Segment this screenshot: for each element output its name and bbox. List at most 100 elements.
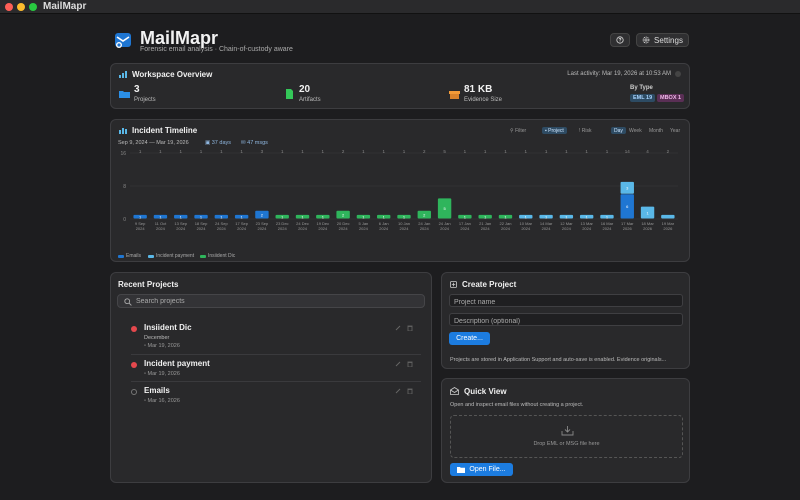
create-button[interactable]: Create...	[449, 332, 490, 345]
legend-swatch	[118, 254, 124, 258]
bar-segment	[397, 214, 411, 219]
x-tick-label: 2024	[440, 226, 450, 231]
last-activity: Last activity: Mar 19, 2026 at 10:53 AM	[567, 71, 671, 77]
bar-data-label: 1	[322, 214, 325, 219]
x-tick-label: 11 Oct	[155, 221, 167, 226]
column-total-label: 1	[464, 150, 467, 154]
description-field[interactable]	[449, 313, 683, 327]
project-row-insiident-dic[interactable]: Insiident Dic December ▫ Mar 19, 2026	[131, 323, 421, 353]
bar-segment	[579, 214, 594, 219]
pencil-icon[interactable]	[395, 388, 401, 394]
granularity-year[interactable]: Year	[667, 127, 683, 134]
granularity-month[interactable]: Month	[646, 127, 666, 134]
bar-data-label: 1	[484, 214, 487, 219]
bar-segment	[417, 210, 431, 219]
calendar-icon: ▫	[144, 343, 148, 349]
column-total-label: 2	[423, 150, 426, 154]
bar-segment	[498, 214, 513, 219]
x-tick-label: 2026	[623, 226, 633, 231]
bar-data-label: 1	[220, 214, 223, 219]
project-name: Incident payment	[144, 359, 210, 368]
column-total-label: 1	[382, 150, 385, 154]
bar-segment	[174, 214, 188, 219]
search-field[interactable]	[117, 294, 425, 308]
bar-segment	[275, 214, 289, 219]
trash-icon[interactable]	[407, 361, 413, 367]
project-date: ▫ Mar 19, 2026	[144, 371, 180, 377]
segment-project[interactable]: ▪ Project	[542, 127, 567, 134]
bar-segment	[519, 214, 533, 219]
bar-segment	[336, 210, 350, 219]
plus-square-icon	[450, 281, 457, 288]
stat-value: 3	[134, 84, 140, 95]
trash-icon[interactable]	[407, 388, 413, 394]
help-button[interactable]	[610, 33, 630, 47]
bar-segment	[295, 214, 310, 219]
column-total-label: 1	[240, 150, 243, 154]
bar-data-label: 1	[646, 210, 649, 215]
bar-data-label: 2	[423, 212, 426, 217]
x-tick-label: 17 Sep	[235, 221, 248, 226]
settings-button[interactable]: Settings	[636, 33, 689, 47]
workspace-overview-panel: Workspace Overview Last activity: Mar 19…	[110, 63, 690, 109]
project-row-incident-payment[interactable]: Incident payment ▫ Mar 19, 2026	[131, 359, 421, 383]
project-name-field[interactable]	[449, 294, 683, 308]
x-tick-label: 2024	[379, 226, 389, 231]
recent-projects-panel: Recent Projects Insiident Dic December ▫…	[110, 272, 432, 483]
granularity-label: Year	[670, 127, 681, 134]
column-total-label: 1	[200, 150, 203, 154]
project-name-input[interactable]	[450, 297, 682, 308]
timeline-days-chip: ▣ 37 days	[205, 140, 231, 146]
folder-icon: ▪	[545, 127, 549, 134]
project-name: Insiident Dic	[144, 323, 192, 332]
search-input[interactable]	[136, 296, 416, 307]
archive-box-icon	[449, 91, 460, 99]
granularity-day[interactable]: Day	[611, 127, 626, 134]
project-row-emails[interactable]: Emails ▫ Mar 16, 2026	[131, 386, 421, 410]
create-button-label: Create...	[456, 335, 483, 342]
minimize-window-button[interactable]	[17, 3, 25, 11]
x-tick-label: 24 Dec	[296, 221, 309, 226]
pencil-icon[interactable]	[395, 325, 401, 331]
close-window-button[interactable]	[5, 3, 13, 11]
bar-data-label: 1	[504, 214, 507, 219]
x-tick-label: 2024	[257, 226, 267, 231]
pencil-icon[interactable]	[395, 361, 401, 367]
x-tick-label: 2024	[460, 226, 470, 231]
msgs-label: 47 msgs	[247, 140, 268, 146]
search-icon	[124, 298, 132, 306]
bar-segment	[620, 181, 634, 194]
project-name: Emails	[144, 386, 170, 395]
x-tick-label: 18 Mar	[641, 221, 654, 226]
bar-segment	[661, 214, 675, 219]
divider	[131, 381, 421, 382]
x-tick-label: 2024	[481, 226, 491, 231]
x-tick-label: 2024	[420, 226, 430, 231]
bar-segment	[153, 214, 168, 219]
trash-icon[interactable]	[407, 325, 413, 331]
segment-risk[interactable]: ! Risk	[576, 127, 595, 134]
x-tick-label: 9 Sep	[135, 221, 146, 226]
legend-insiident-dic: Insiident Dic	[200, 253, 235, 259]
bar-data-label: 1	[362, 214, 365, 219]
stat-label: Artifacts	[299, 97, 321, 103]
open-file-button[interactable]: Open File...	[450, 463, 513, 476]
x-tick-label: 16 Mar	[601, 221, 614, 226]
envelope-icon: ✉	[241, 140, 248, 146]
app-name: MailMapr	[140, 28, 219, 48]
x-tick-label: 13 Mar	[580, 221, 593, 226]
filter-button[interactable]: ⚲ Filter	[507, 127, 529, 134]
status-dot	[131, 362, 137, 368]
type-badge-mbox: MBOX 1	[657, 94, 685, 102]
bar-segment	[133, 214, 147, 219]
quick-view-subtitle: Open and inspect email files without cre…	[450, 402, 584, 408]
x-tick-label: 2024	[217, 226, 227, 231]
granularity-week[interactable]: Week	[626, 127, 645, 134]
days-label: 37 days	[211, 140, 231, 146]
file-drop-zone[interactable]: Drop EML or MSG file here	[450, 415, 683, 458]
title-bar: MailMapr	[0, 0, 800, 14]
zoom-window-button[interactable]	[29, 3, 37, 11]
calendar-icon: ▫	[144, 398, 148, 404]
description-input[interactable]	[450, 316, 682, 327]
refresh-indicator[interactable]	[675, 71, 681, 77]
